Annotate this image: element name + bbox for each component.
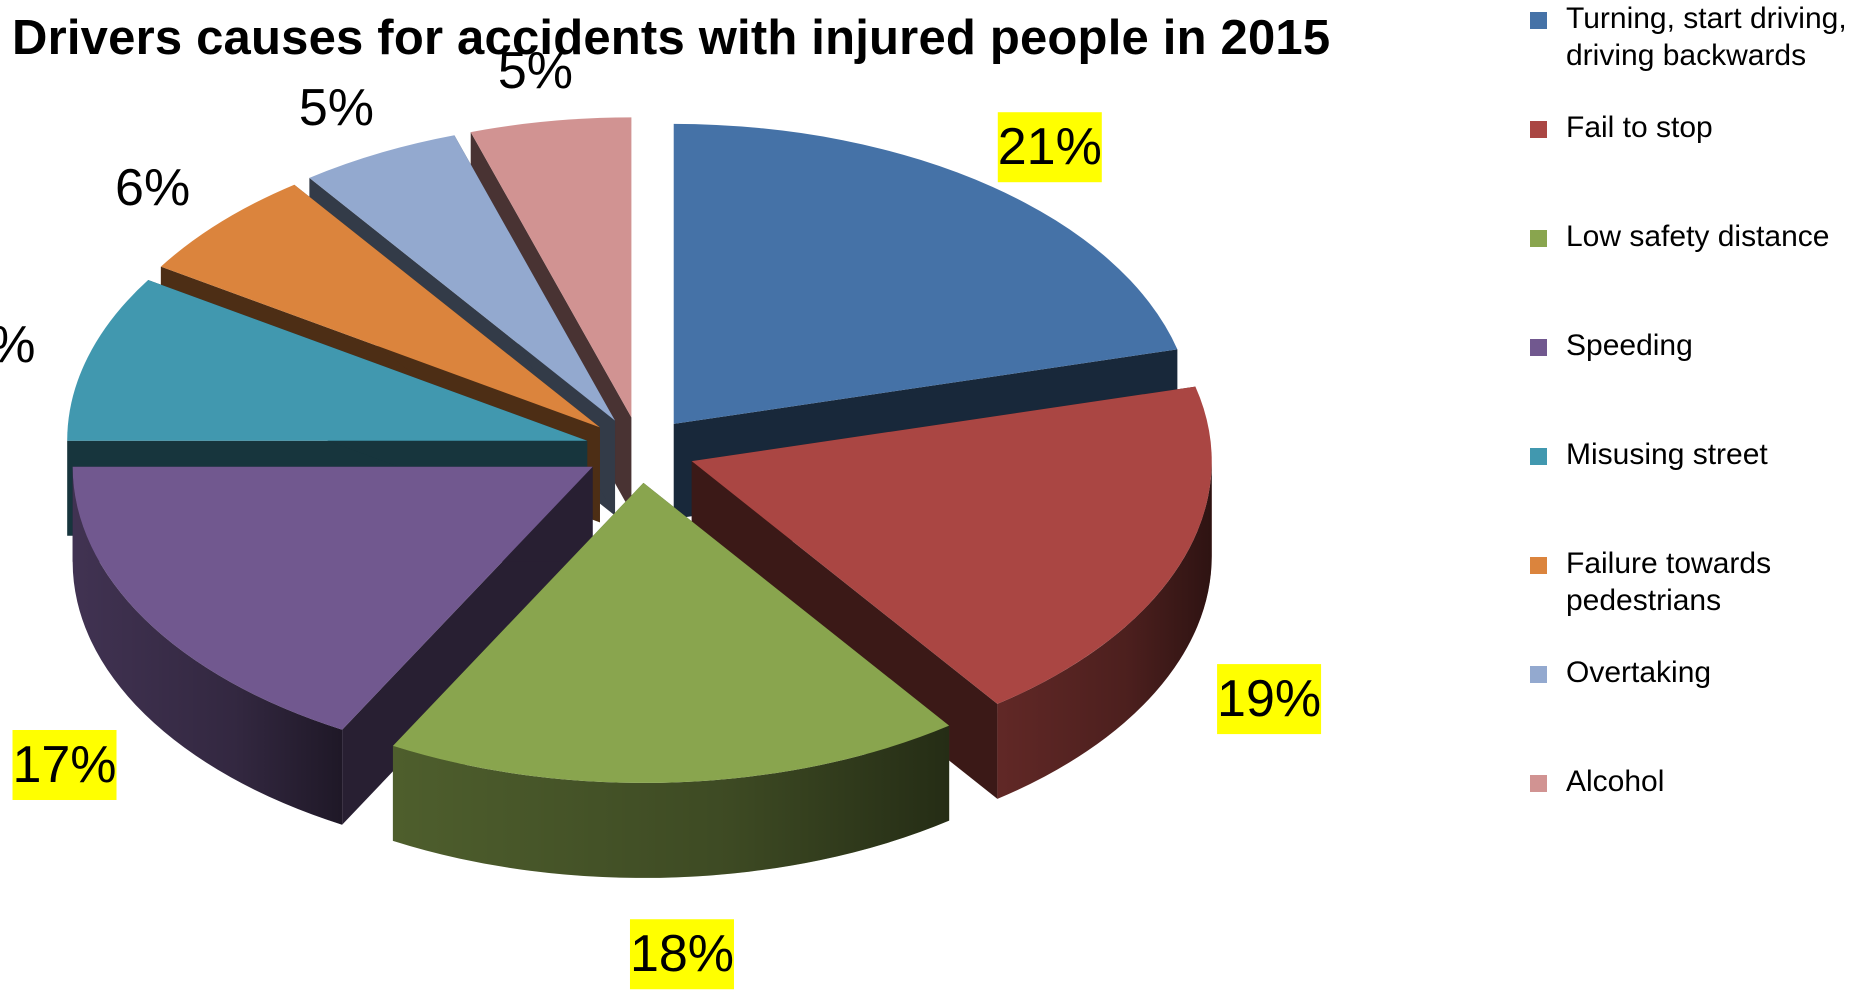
legend-swatch: [1530, 448, 1547, 465]
legend-swatch: [1530, 230, 1547, 247]
legend-label: Low safety distance: [1566, 220, 1830, 253]
pie-slice-edge-shade: [392, 725, 950, 878]
pie-slice-label: 17%: [12, 736, 116, 794]
chart-title: Drivers causes for accidents with injure…: [12, 11, 1331, 65]
legend-swatch: [1530, 339, 1547, 356]
pie-slice-label: 6%: [115, 159, 190, 217]
legend-label: Misusing street: [1566, 438, 1768, 471]
pie-slice-edge-shade: [997, 461, 1212, 799]
legend-label: Overtaking: [1566, 656, 1712, 689]
chart-legend: Turning, start driving, driving backward…: [1530, 0, 1860, 1008]
pie-slice-label: 5%: [299, 79, 374, 137]
legend-swatch: [1530, 666, 1547, 683]
pie-slice-label: 21%: [998, 118, 1102, 176]
pie-slice-label: 18%: [630, 925, 734, 983]
pie-slice-top: [673, 123, 1178, 424]
pie-slice-top: [309, 135, 616, 421]
legend-label: Fail to stop: [1566, 111, 1713, 144]
pie-slice-label: 9%: [0, 316, 36, 374]
label-highlight: [1217, 664, 1322, 735]
pie-slice-label: 19%: [1217, 670, 1321, 728]
pie-slice-top: [392, 482, 950, 783]
label-highlight: [12, 729, 117, 800]
legend-swatch: [1530, 12, 1547, 29]
pie-slice-top: [67, 280, 588, 441]
legend-label: Turning, start driving, driving backward…: [1566, 2, 1847, 72]
label-highlight: [629, 919, 734, 990]
legend-label: Alcohol: [1566, 765, 1665, 798]
label-highlight: [997, 112, 1102, 183]
pie-slice-top: [470, 117, 632, 418]
legend-label: Failure towards pedestrians: [1566, 547, 1772, 617]
pie-slice-label: 5%: [498, 42, 573, 100]
legend-swatch: [1530, 121, 1547, 138]
pie-slice-top: [72, 466, 593, 730]
legend-swatch: [1530, 775, 1547, 792]
pie-slice-edge-shade: [72, 466, 343, 825]
pie-slice-4: [72, 466, 593, 825]
pie-slice-top: [160, 184, 600, 428]
legend-swatch: [1530, 557, 1547, 574]
pie-slice-top: [691, 386, 1212, 704]
pie-chart: 5% 5% 21% 6% 9% 19% 17% 18%: [0, 42, 1322, 990]
pie-slice-3: [392, 482, 950, 878]
legend-label: Speeding: [1566, 329, 1693, 362]
